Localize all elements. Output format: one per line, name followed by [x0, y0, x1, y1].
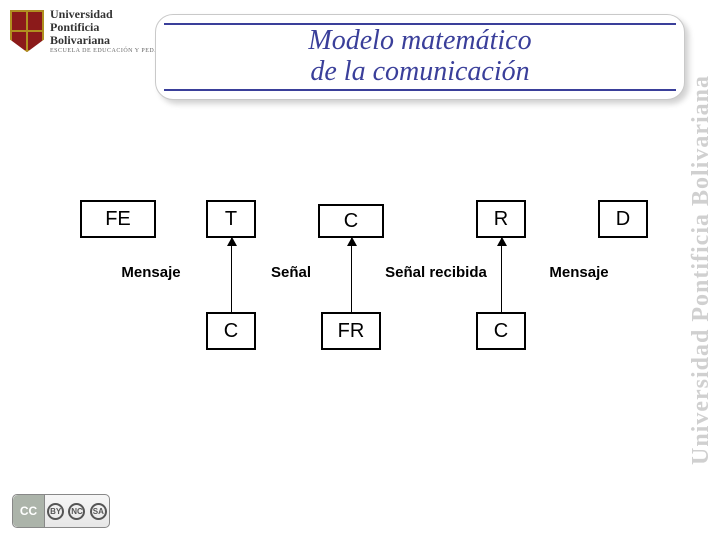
node-c3: C — [476, 312, 526, 350]
edge-label: Señal recibida — [376, 264, 496, 281]
cc-icon: CC — [13, 495, 45, 527]
slide-title-band: Modelo matemático de la comunicación — [155, 14, 685, 100]
node-fe: FE — [80, 200, 156, 238]
node-t: T — [206, 200, 256, 238]
edge-label: Mensaje — [106, 264, 196, 281]
arrow-up-icon — [501, 238, 502, 312]
slide-title: Modelo matemático de la comunicación — [166, 25, 674, 89]
cc-terms: BYNC SA — [45, 503, 109, 520]
node-fr: FR — [321, 312, 381, 350]
node-d: D — [598, 200, 648, 238]
title-rule-bottom — [164, 89, 676, 91]
node-r1: R — [476, 200, 526, 238]
slide-title-line1: Modelo matemático — [308, 26, 531, 57]
edge-label: Mensaje — [534, 264, 624, 281]
node-c2: C — [206, 312, 256, 350]
watermark-text: Universidad Pontificia Bolivariana — [688, 75, 715, 465]
edge-label: Señal — [261, 264, 321, 281]
cc-term-icon: NC — [68, 503, 85, 520]
cc-term-icon: BY — [47, 503, 64, 520]
cc-term-icon: SA — [90, 503, 107, 520]
node-c: C — [318, 204, 384, 238]
arrow-up-icon — [231, 238, 232, 312]
slide-title-line2: de la comunicación — [310, 57, 529, 88]
shield-icon — [10, 10, 44, 52]
arrow-up-icon — [351, 238, 352, 312]
cc-license-badge: CC BYNC SA — [12, 494, 110, 528]
communication-model-diagram: FE T C R D C FR C Mensaje Señal Señal recibida Mens… — [0, 200, 680, 370]
watermark-strip: Universidad Pontificia Bolivariana — [682, 0, 720, 540]
